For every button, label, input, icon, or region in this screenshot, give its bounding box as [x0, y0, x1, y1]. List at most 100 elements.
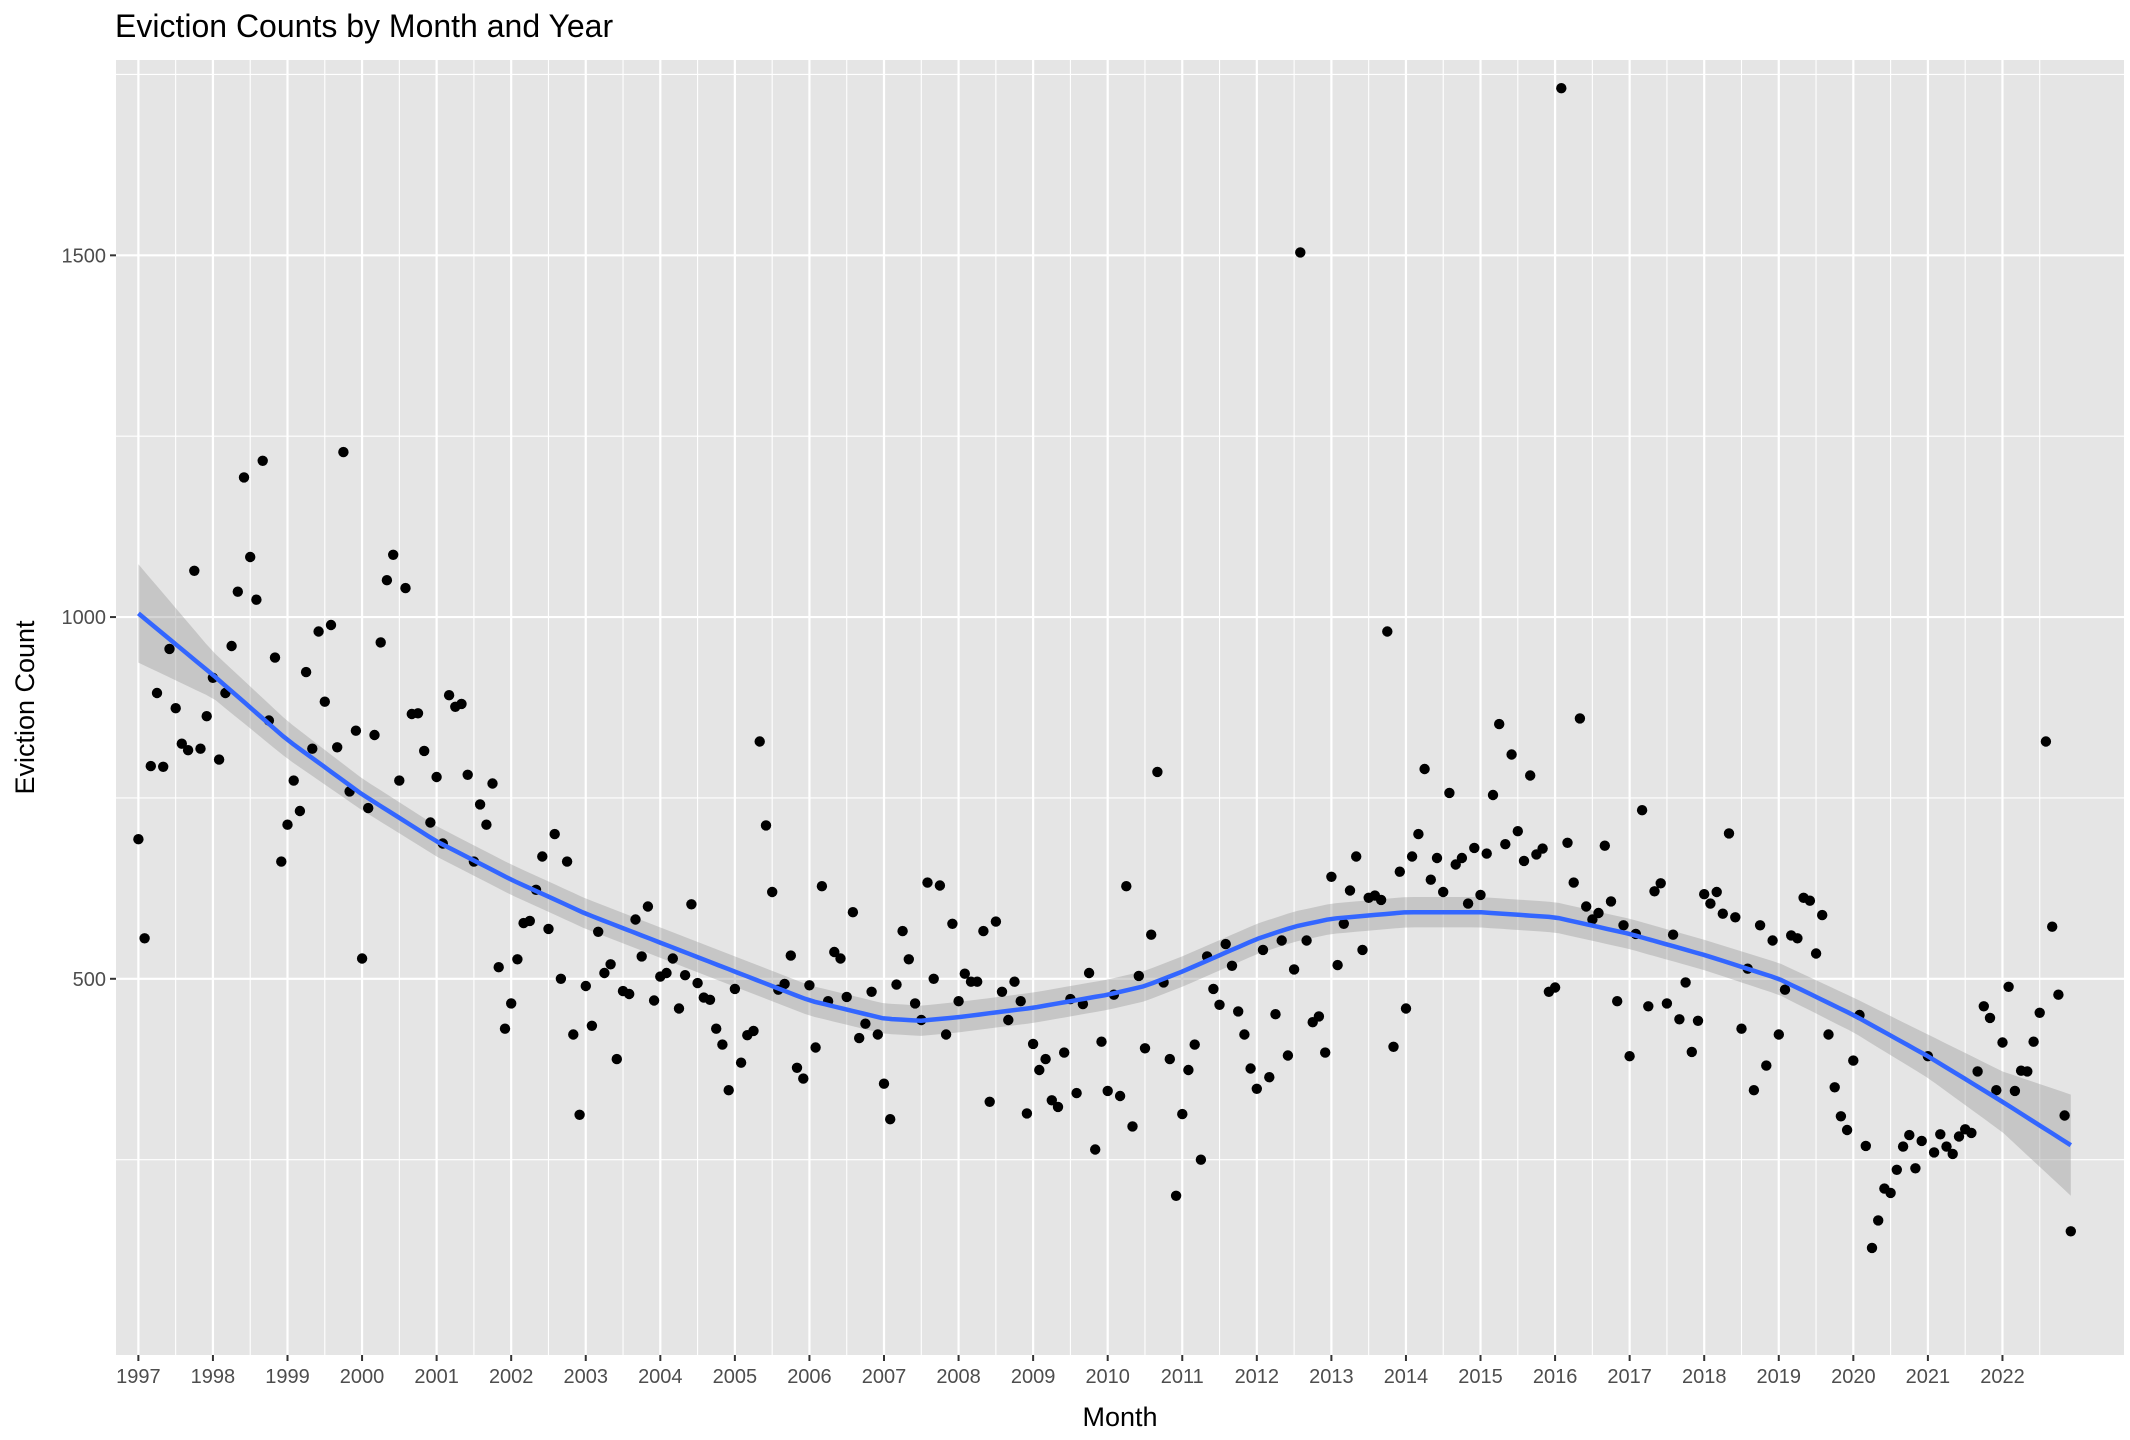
data-point — [363, 802, 374, 814]
data-point — [586, 1020, 598, 1031]
data-point — [1643, 1001, 1654, 1012]
data-point — [1220, 938, 1231, 950]
data-point — [1295, 247, 1306, 258]
data-point — [1257, 944, 1269, 956]
data-point — [1344, 885, 1356, 896]
data-point — [170, 703, 181, 714]
data-point — [1686, 1046, 1698, 1058]
data-point — [1705, 898, 1716, 909]
data-point — [282, 819, 293, 830]
data-point — [456, 698, 467, 710]
data-point — [431, 771, 442, 783]
data-point — [1052, 1101, 1064, 1113]
data-point — [1264, 1072, 1275, 1083]
x-tick-label: 1997 — [116, 1366, 161, 1388]
data-point — [878, 1078, 890, 1089]
data-point — [1419, 763, 1430, 775]
x-tick-label: 2005 — [713, 1366, 758, 1388]
data-point — [332, 742, 343, 753]
data-point — [679, 970, 691, 981]
data-point — [934, 880, 946, 891]
data-point — [1469, 842, 1480, 854]
data-point — [133, 834, 144, 845]
data-point — [1773, 1029, 1785, 1040]
data-point — [953, 996, 964, 1007]
data-point — [151, 687, 163, 699]
data-point — [1003, 1014, 1014, 1026]
data-point — [1549, 982, 1561, 993]
data-point — [1276, 935, 1287, 946]
data-point — [201, 711, 212, 722]
data-point — [2047, 921, 2058, 932]
data-point — [2040, 736, 2052, 747]
data-point — [1438, 886, 1449, 898]
data-point — [493, 962, 504, 973]
data-point — [1997, 1037, 2008, 1048]
data-point — [922, 877, 933, 888]
data-point — [1779, 984, 1791, 995]
data-point — [711, 1023, 722, 1034]
data-point — [847, 907, 859, 918]
data-point — [2059, 1110, 2070, 1121]
data-point — [561, 856, 573, 867]
data-point — [394, 775, 405, 786]
x-tick-label: 2022 — [1980, 1366, 2025, 1388]
x-tick-label: 2002 — [489, 1366, 534, 1388]
data-point — [1270, 1009, 1281, 1020]
data-point — [568, 1029, 579, 1040]
data-point — [1282, 1050, 1294, 1061]
data-point — [1891, 1164, 1903, 1176]
data-point — [269, 652, 281, 663]
data-point — [648, 995, 660, 1006]
data-point — [1581, 901, 1592, 912]
data-point — [555, 973, 567, 984]
data-point — [940, 1029, 952, 1040]
data-point — [499, 1023, 511, 1034]
data-point — [381, 575, 393, 586]
data-point — [1804, 895, 1816, 906]
data-point — [1394, 866, 1406, 877]
data-point — [996, 986, 1008, 997]
data-point — [754, 736, 765, 747]
data-point — [1326, 871, 1337, 882]
data-point — [1556, 83, 1567, 94]
data-point — [549, 828, 560, 840]
x-tick-label: 2006 — [787, 1366, 832, 1388]
data-point — [779, 978, 790, 990]
data-point — [1947, 1148, 1958, 1160]
data-point — [195, 743, 206, 754]
data-point — [1251, 1083, 1263, 1095]
data-point — [462, 769, 473, 780]
data-point — [2028, 1036, 2039, 1047]
data-point — [1301, 935, 1312, 946]
data-point — [1462, 898, 1474, 909]
data-point — [1021, 1108, 1033, 1119]
data-point — [1388, 1041, 1399, 1053]
data-point — [1748, 1085, 1760, 1096]
data-point — [1512, 826, 1524, 837]
data-point — [1935, 1129, 1946, 1140]
data-point — [1338, 918, 1350, 929]
x-tick-label: 2012 — [1235, 1366, 1280, 1388]
data-point — [1649, 886, 1660, 897]
data-point — [1034, 1064, 1045, 1076]
data-point — [580, 980, 591, 992]
data-point — [1984, 1012, 1996, 1024]
data-point — [238, 472, 250, 483]
data-point — [885, 1114, 896, 1125]
data-point — [164, 643, 175, 655]
data-point — [1767, 935, 1778, 946]
data-point — [816, 881, 828, 892]
data-point — [1413, 828, 1424, 840]
data-point — [1114, 1090, 1126, 1102]
data-point — [1624, 1051, 1635, 1062]
data-point — [1897, 1141, 1909, 1152]
data-point — [1121, 881, 1132, 892]
data-point — [1164, 1053, 1176, 1065]
data-point — [1792, 933, 1803, 944]
data-point — [1692, 1015, 1704, 1026]
data-point — [1127, 1121, 1138, 1132]
data-point — [1313, 1011, 1325, 1022]
data-point — [785, 950, 796, 961]
data-point — [1829, 1082, 1840, 1093]
